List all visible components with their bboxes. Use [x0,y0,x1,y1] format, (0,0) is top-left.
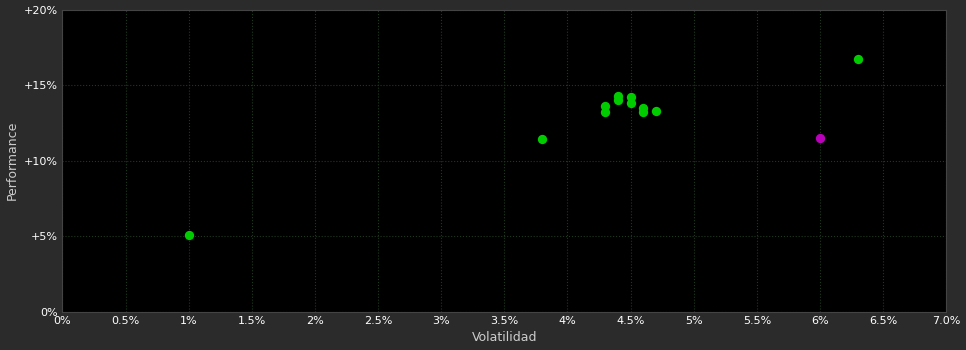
Point [611,93,626,98]
Y-axis label: Performance: Performance [6,121,18,200]
Point [636,110,651,115]
Point [598,110,613,115]
Point [623,94,639,100]
Point [611,97,626,103]
Point [598,104,613,109]
X-axis label: Volatilidad: Volatilidad [471,331,537,344]
Point [850,57,866,62]
Point [636,105,651,111]
Point [812,135,828,141]
Point [181,232,196,237]
Point [648,108,664,114]
Point [623,100,639,106]
Point [534,137,550,142]
